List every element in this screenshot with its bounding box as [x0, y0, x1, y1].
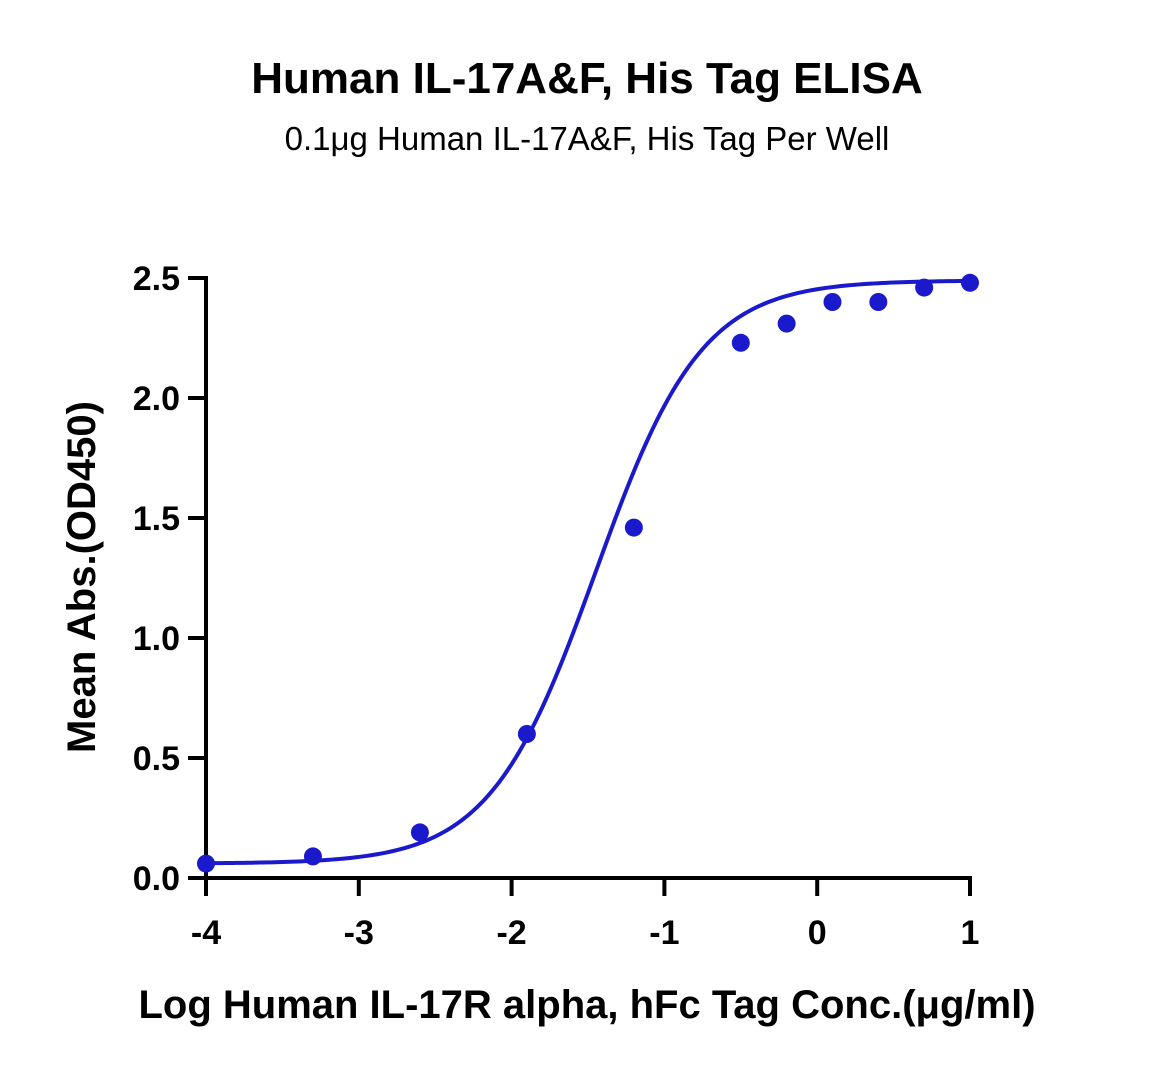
chart-subtitle: 0.1μg Human IL-17A&F, His Tag Per Well: [285, 120, 890, 157]
data-point: [197, 854, 215, 873]
data-point: [731, 333, 750, 352]
x-tick-label: 1: [961, 914, 980, 952]
tick-labels: 0.0 0.5 1.0 1.5 2.0 2.5 -4 -3 -2 -1 0 1: [133, 260, 980, 952]
data-point: [869, 293, 888, 311]
y-tick-label: 1.0: [133, 620, 180, 658]
data-point: [624, 518, 643, 537]
data-point: [517, 725, 536, 743]
data-point: [823, 293, 842, 311]
x-tick-label: -3: [344, 914, 374, 952]
y-tick-label: 0.0: [133, 860, 180, 898]
y-axis-label: Mean Abs.(OD450): [60, 401, 104, 753]
chart-title: Human IL-17A&F, His Tag ELISA: [251, 54, 923, 103]
data-point: [777, 314, 796, 333]
fit-curve-layer: [205, 278, 971, 866]
x-axis-label: Log Human IL-17R alpha, hFc Tag Conc.(μg…: [138, 983, 1035, 1027]
y-tick-label: 1.5: [133, 500, 180, 538]
axes: [188, 276, 972, 896]
x-tick-label: -4: [191, 914, 221, 952]
data-point: [915, 278, 934, 297]
y-tick-label: 2.0: [133, 380, 180, 418]
x-tick-label: 0: [808, 914, 827, 952]
data-point: [410, 823, 429, 842]
y-tick-label: 2.5: [133, 260, 180, 298]
data-point: [303, 847, 322, 866]
x-tick-label: -1: [649, 914, 679, 952]
x-tick-label: -2: [496, 914, 526, 952]
data-points-layer: [197, 273, 979, 873]
fit-curve: [205, 278, 971, 866]
data-point: [961, 273, 979, 292]
y-tick-label: 0.5: [133, 740, 180, 778]
